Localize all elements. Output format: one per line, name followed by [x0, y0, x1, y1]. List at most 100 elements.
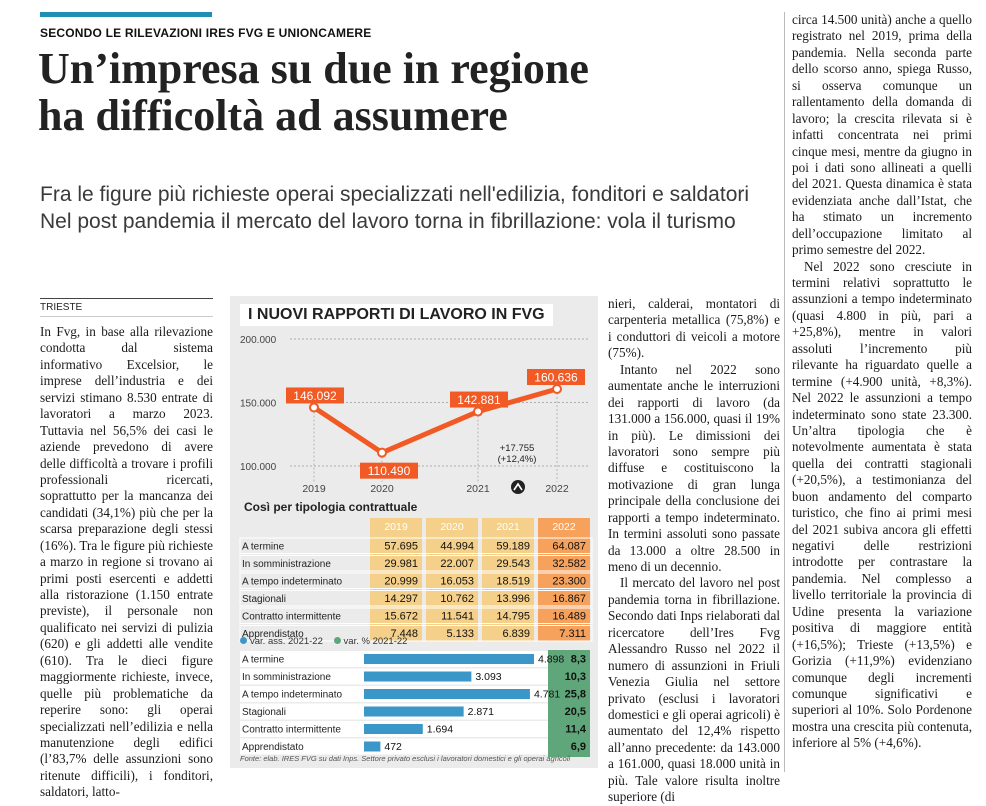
table-cell: 16.867 [552, 593, 586, 605]
value-label: 160.636 [534, 370, 578, 384]
bar-value-label: 472 [384, 741, 402, 753]
table-row-label: In somministrazione [242, 559, 331, 570]
table-year-header: 2020 [440, 521, 464, 533]
bar-row-label: Contratto intermittente [242, 725, 341, 736]
headline-line-2: ha difficoltà ad assumere [38, 90, 508, 140]
deck-line-1: Fra le figure più richieste operai speci… [40, 183, 750, 206]
data-point [552, 383, 562, 394]
table-cell: 16.489 [552, 611, 586, 623]
growth-arrow-icon [511, 480, 525, 494]
bar [364, 706, 464, 717]
table-cell: 7.448 [390, 628, 418, 640]
table-cell: 5.133 [446, 628, 474, 640]
bar-row-label: A termine [242, 655, 285, 666]
annotation-text: (+12,4%) [498, 454, 537, 465]
table-cell: 15.672 [384, 611, 418, 623]
article-column-4: circa 14.500 unità) anche a quello regis… [792, 12, 972, 752]
chart-svg: 200.000 150.000 100.000 146.092 110.490 142.8… [239, 335, 593, 757]
bar-row-label: Stagionali [242, 707, 286, 718]
pct-value-label: 20,5 [565, 706, 586, 718]
legend-abs-swatch [240, 637, 247, 644]
deck-line-2: Nel post pandemia il mercato del lavoro … [40, 209, 736, 233]
value-label-box [360, 462, 418, 479]
paragraph: Intanto nel 2022 sono aumentate anche le… [608, 361, 780, 574]
bar [364, 654, 534, 664]
data-point [377, 447, 387, 458]
table-year-header: 2021 [496, 521, 520, 533]
table-cell: 6.839 [502, 628, 530, 640]
column-rule [784, 12, 785, 772]
chart-title: I NUOVI RAPPORTI DI LAVORO IN FVG [240, 304, 553, 326]
dateline: TRIESTE [40, 298, 213, 317]
value-label: 146.092 [293, 389, 337, 403]
table-cell: 44.994 [440, 541, 474, 553]
value-label: 110.490 [368, 464, 411, 478]
table-cell: 64.087 [552, 541, 586, 553]
bar [364, 724, 423, 734]
x-tick-label: 2019 [302, 483, 326, 495]
paragraph: nieri, calderai, montatori di carpenteri… [608, 296, 780, 361]
x-tick-label: 2021 [466, 483, 490, 495]
table-cell: 14.795 [496, 611, 530, 623]
legend-abs-label: var. ass. 2021-22 [250, 636, 323, 647]
table-row [239, 607, 593, 624]
table-cell: 32.582 [552, 558, 586, 570]
paragraph: Nel 2022 sono cresciute in termini relat… [792, 258, 972, 751]
pct-column-bg [548, 650, 590, 757]
table-row [239, 555, 593, 572]
pct-value-label: 8,3 [571, 654, 586, 666]
bar [364, 689, 530, 699]
paragraph: Il mercato del lavoro nel post pandemia … [608, 575, 780, 805]
bar-row-label: In somministrazione [242, 672, 331, 683]
table-cell: 7.311 [559, 628, 586, 640]
bar-value-label: 3.093 [475, 671, 501, 683]
chart-source: Fonte: elab. IRES FVG su dati Inps. Sett… [240, 754, 571, 763]
table-row-label: A termine [242, 542, 285, 553]
headline-line-1: Un’impresa su due in regione [38, 44, 589, 93]
table-cell: 59.189 [496, 541, 530, 553]
legend-pct-swatch [333, 637, 341, 644]
table-cell: 22.007 [440, 558, 474, 570]
value-label-box [450, 391, 508, 408]
bar-value-label: 2.871 [468, 706, 494, 718]
table-cell: 10.762 [440, 593, 474, 605]
annotation-text: +17.755 [500, 443, 535, 454]
data-point [473, 406, 483, 417]
series-line [312, 386, 558, 456]
bar-value-label: 1.694 [427, 724, 453, 736]
growth-arrow-icon [513, 482, 523, 491]
pct-value-label: 11,4 [565, 724, 587, 736]
bar-row-bg [240, 738, 548, 755]
table-row [239, 572, 593, 589]
data-point [309, 402, 319, 413]
table-cell: 14.297 [384, 593, 418, 605]
legend-pct-label: var. % 2021-22 [343, 636, 408, 647]
infographic: 200.000 150.000 100.000 146.092 110.490 142.8… [230, 296, 598, 768]
paragraph: In Fvg, in base alla rilevazione condott… [40, 324, 213, 800]
table-cell: 57.695 [384, 541, 418, 553]
value-label: 142.881 [457, 393, 501, 407]
table-cell: 16.053 [440, 576, 474, 588]
table-year-header: 2019 [384, 521, 408, 533]
bar-value-label: 4.781 [534, 689, 560, 701]
table-cell: 23.300 [552, 576, 586, 588]
article-column-1: In Fvg, in base alla rilevazione condott… [40, 324, 213, 801]
pct-value-label: 6,9 [571, 741, 586, 753]
table-cell: 29.543 [496, 558, 530, 570]
table-row [239, 625, 593, 642]
y-tick-label: 150.000 [240, 399, 277, 410]
bar [364, 671, 472, 682]
kicker: SECONDO LE RILEVAZIONI IRES FVG E UNIONC… [40, 26, 372, 40]
table-row [239, 537, 593, 554]
bar-row-label: A tempo indeterminato [242, 690, 342, 701]
table-year-header: 2022 [552, 521, 576, 533]
value-label-box [527, 368, 585, 385]
headline: Un’impresa su due in regione ha difficol… [38, 44, 758, 140]
table-row-label: Contratto intermittente [242, 612, 341, 623]
table-cell: 11.541 [441, 611, 474, 623]
table-cell: 18.519 [496, 576, 530, 588]
table-row-label: Apprendistato [242, 629, 304, 640]
x-tick-label: 2022 [545, 483, 569, 495]
bar-row-label: Apprendistato [242, 742, 304, 753]
table-cell: 20.999 [384, 576, 418, 588]
